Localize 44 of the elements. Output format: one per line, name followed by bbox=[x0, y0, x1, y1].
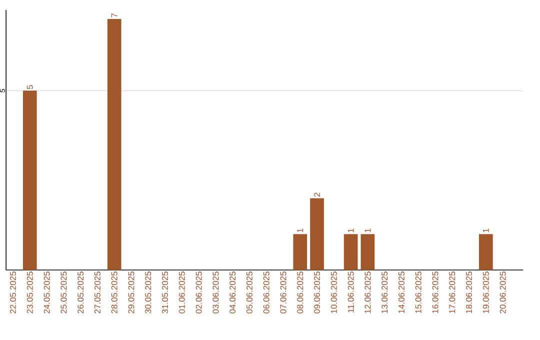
x-tick-label: 20.06.2025 bbox=[500, 272, 506, 314]
x-tick-label: 23.05.2025 bbox=[26, 272, 33, 314]
x-tick-label: 13.06.2025 bbox=[382, 272, 388, 314]
bar bbox=[360, 234, 375, 270]
data-label: 1 bbox=[348, 228, 354, 232]
data-label: 1 bbox=[297, 228, 304, 232]
x-tick-label: 15.06.2025 bbox=[415, 272, 422, 314]
x-tick-label: 12.06.2025 bbox=[364, 272, 371, 314]
x-tick-label: 01.06.2025 bbox=[178, 272, 185, 314]
x-tick-label: 17.06.2025 bbox=[449, 272, 456, 314]
x-tick-label: 24.05.2025 bbox=[44, 272, 50, 314]
x-tick-label: 31.05.2025 bbox=[162, 272, 168, 314]
x-tick-label: 09.06.2025 bbox=[314, 272, 320, 314]
bar bbox=[293, 234, 308, 270]
bar bbox=[479, 234, 493, 270]
x-tick-label: 11.06.2025 bbox=[348, 272, 354, 312]
data-label: 5 bbox=[26, 85, 33, 90]
x-tick-label: 04.06.2025 bbox=[230, 272, 236, 314]
data-label: 1 bbox=[364, 228, 371, 232]
x-tick-label: 16.06.2025 bbox=[432, 272, 438, 314]
bar bbox=[344, 234, 358, 270]
x-tick-label: 19.06.2025 bbox=[482, 272, 489, 314]
x-tick-label: 03.06.2025 bbox=[212, 272, 219, 314]
bar bbox=[310, 198, 324, 270]
x-tick-label: 18.06.2025 bbox=[466, 272, 472, 314]
x-tick-label: 06.06.2025 bbox=[263, 272, 270, 314]
x-tick-label: 27.05.2025 bbox=[94, 272, 100, 314]
data-label: 1 bbox=[482, 228, 489, 232]
x-tick-label: 14.06.2025 bbox=[398, 272, 404, 314]
bar bbox=[22, 90, 37, 270]
data-label: 2 bbox=[314, 192, 320, 197]
x-tick-label: 08.06.2025 bbox=[297, 272, 304, 314]
x-tick-label: 07.06.2025 bbox=[280, 272, 286, 314]
x-tick-label: 25.05.2025 bbox=[60, 272, 67, 314]
x-tick-label: 29.05.2025 bbox=[128, 272, 134, 314]
x-tick-label: 26.05.2025 bbox=[78, 272, 84, 314]
x-tick-label: 30.05.2025 bbox=[145, 272, 152, 314]
data-label: 7 bbox=[111, 13, 118, 18]
bar bbox=[107, 18, 122, 270]
x-tick-label: 28.05.2025 bbox=[111, 272, 118, 314]
x-tick-label: 10.06.2025 bbox=[330, 272, 337, 314]
x-tick-label: 05.06.2025 bbox=[246, 272, 252, 314]
x-tick-label: 22.05.2025 bbox=[10, 272, 16, 314]
x-tick-label: 02.06.2025 bbox=[196, 272, 202, 314]
